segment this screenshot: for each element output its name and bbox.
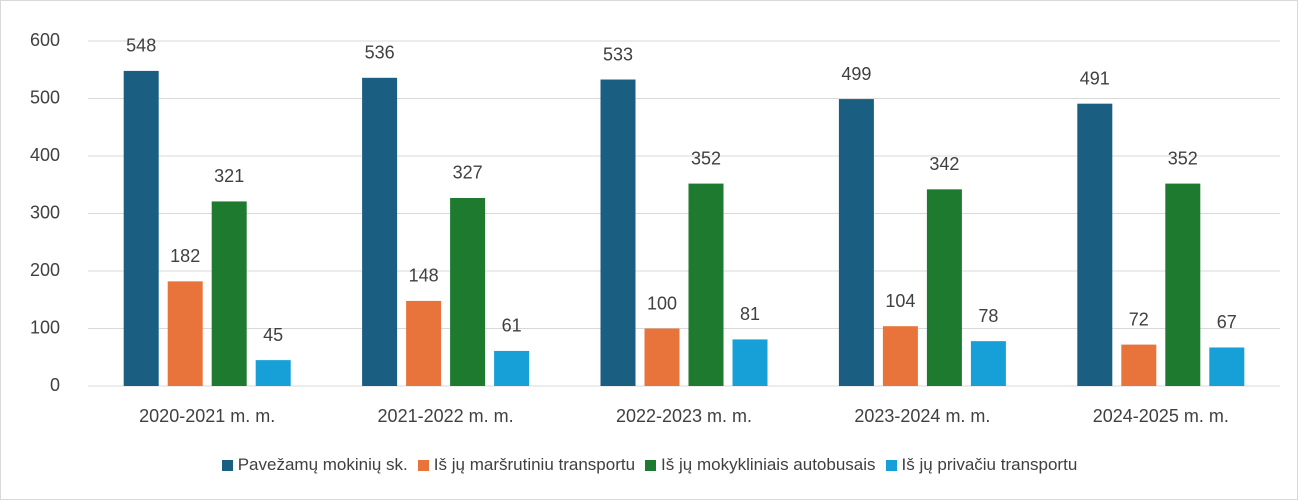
bar xyxy=(1121,344,1157,386)
data-label: 100 xyxy=(647,293,677,313)
bar xyxy=(926,189,962,386)
bar xyxy=(970,341,1006,386)
legend-swatch xyxy=(417,459,429,471)
legend-item: Iš jų mokykliniais autobusais xyxy=(645,455,876,475)
bar xyxy=(211,201,247,386)
legend-swatch xyxy=(221,459,233,471)
y-tick-label: 500 xyxy=(30,87,60,107)
data-label: 491 xyxy=(1080,68,1110,88)
data-label: 72 xyxy=(1129,309,1149,329)
legend-label: Pavežamų mokinių sk. xyxy=(237,455,408,474)
data-label: 548 xyxy=(126,36,156,56)
legend-item: Pavežamų mokinių sk. xyxy=(221,455,408,475)
data-label: 342 xyxy=(929,154,959,174)
x-tick-label: 2020-2021 m. m. xyxy=(139,406,275,426)
bar xyxy=(1077,103,1113,387)
legend-label: Iš jų mokykliniais autobusais xyxy=(661,455,876,474)
data-label: 81 xyxy=(740,304,760,324)
data-label: 148 xyxy=(409,266,439,286)
x-tick-label: 2023-2024 m. m. xyxy=(854,406,990,426)
bar xyxy=(1165,183,1201,386)
bar xyxy=(450,197,486,386)
bar xyxy=(494,350,530,386)
data-label: 352 xyxy=(691,148,721,168)
x-tick-label: 2021-2022 m. m. xyxy=(378,406,514,426)
legend-label: Iš jų privačiu transportu xyxy=(901,455,1078,474)
bar xyxy=(167,281,203,386)
data-label: 352 xyxy=(1168,148,1198,168)
y-tick-label: 300 xyxy=(30,202,60,222)
x-tick-label: 2022-2023 m. m. xyxy=(616,406,752,426)
bar xyxy=(362,77,398,387)
y-tick-label: 200 xyxy=(30,260,60,280)
y-tick-label: 400 xyxy=(30,145,60,165)
data-label: 499 xyxy=(841,64,871,84)
bar xyxy=(688,183,724,386)
bar xyxy=(600,79,636,387)
data-label: 327 xyxy=(453,163,483,183)
legend-item: Iš jų maršrutiniu transportu xyxy=(417,455,636,475)
data-label: 533 xyxy=(603,44,633,64)
bar xyxy=(838,99,874,386)
legend-item: Iš jų privačiu transportu xyxy=(885,455,1078,475)
data-label: 78 xyxy=(978,306,998,326)
x-tick-label: 2024-2025 m. m. xyxy=(1093,406,1229,426)
bar xyxy=(406,300,442,386)
data-label: 182 xyxy=(170,246,200,266)
y-tick-label: 100 xyxy=(30,317,60,337)
y-tick-label: 0 xyxy=(50,375,60,395)
data-label: 61 xyxy=(502,316,522,336)
legend-swatch xyxy=(645,459,657,471)
bar xyxy=(123,70,159,387)
legend-swatch xyxy=(885,459,897,471)
data-label: 45 xyxy=(263,325,283,345)
data-label: 104 xyxy=(885,291,915,311)
data-label: 536 xyxy=(365,43,395,63)
y-tick-label: 600 xyxy=(30,30,60,50)
bar xyxy=(644,328,680,386)
bar xyxy=(882,326,918,386)
legend: Pavežamų mokinių sk. Iš jų maršrutiniu tr… xyxy=(0,455,1299,475)
data-label: 321 xyxy=(214,166,244,186)
legend-label: Iš jų maršrutiniu transportu xyxy=(433,455,636,474)
bar xyxy=(1209,347,1245,386)
bar xyxy=(732,339,768,386)
bar xyxy=(255,360,291,386)
data-label: 67 xyxy=(1217,312,1237,332)
